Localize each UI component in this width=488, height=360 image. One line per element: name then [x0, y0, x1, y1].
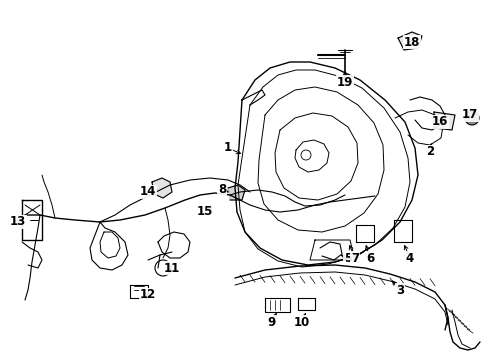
Text: 1: 1	[224, 141, 232, 154]
Text: 2: 2	[425, 145, 433, 158]
Text: 16: 16	[431, 116, 447, 129]
Text: 13: 13	[10, 216, 26, 229]
Text: 15: 15	[196, 206, 213, 219]
Text: 8: 8	[218, 184, 225, 197]
Text: 6: 6	[365, 252, 373, 265]
Text: 11: 11	[163, 261, 180, 274]
Text: 18: 18	[403, 36, 419, 49]
Text: 10: 10	[293, 315, 309, 328]
Text: 4: 4	[405, 252, 413, 265]
Polygon shape	[152, 178, 172, 198]
Text: 12: 12	[140, 288, 156, 301]
Text: 9: 9	[267, 315, 276, 328]
Polygon shape	[397, 32, 421, 50]
Text: 19: 19	[336, 76, 352, 89]
Text: 7: 7	[350, 252, 358, 265]
Text: 14: 14	[140, 185, 156, 198]
Text: 17: 17	[461, 108, 477, 121]
Polygon shape	[433, 112, 454, 130]
Text: 3: 3	[395, 284, 403, 297]
Polygon shape	[227, 185, 244, 200]
Circle shape	[464, 111, 478, 125]
Text: 5: 5	[343, 252, 351, 265]
